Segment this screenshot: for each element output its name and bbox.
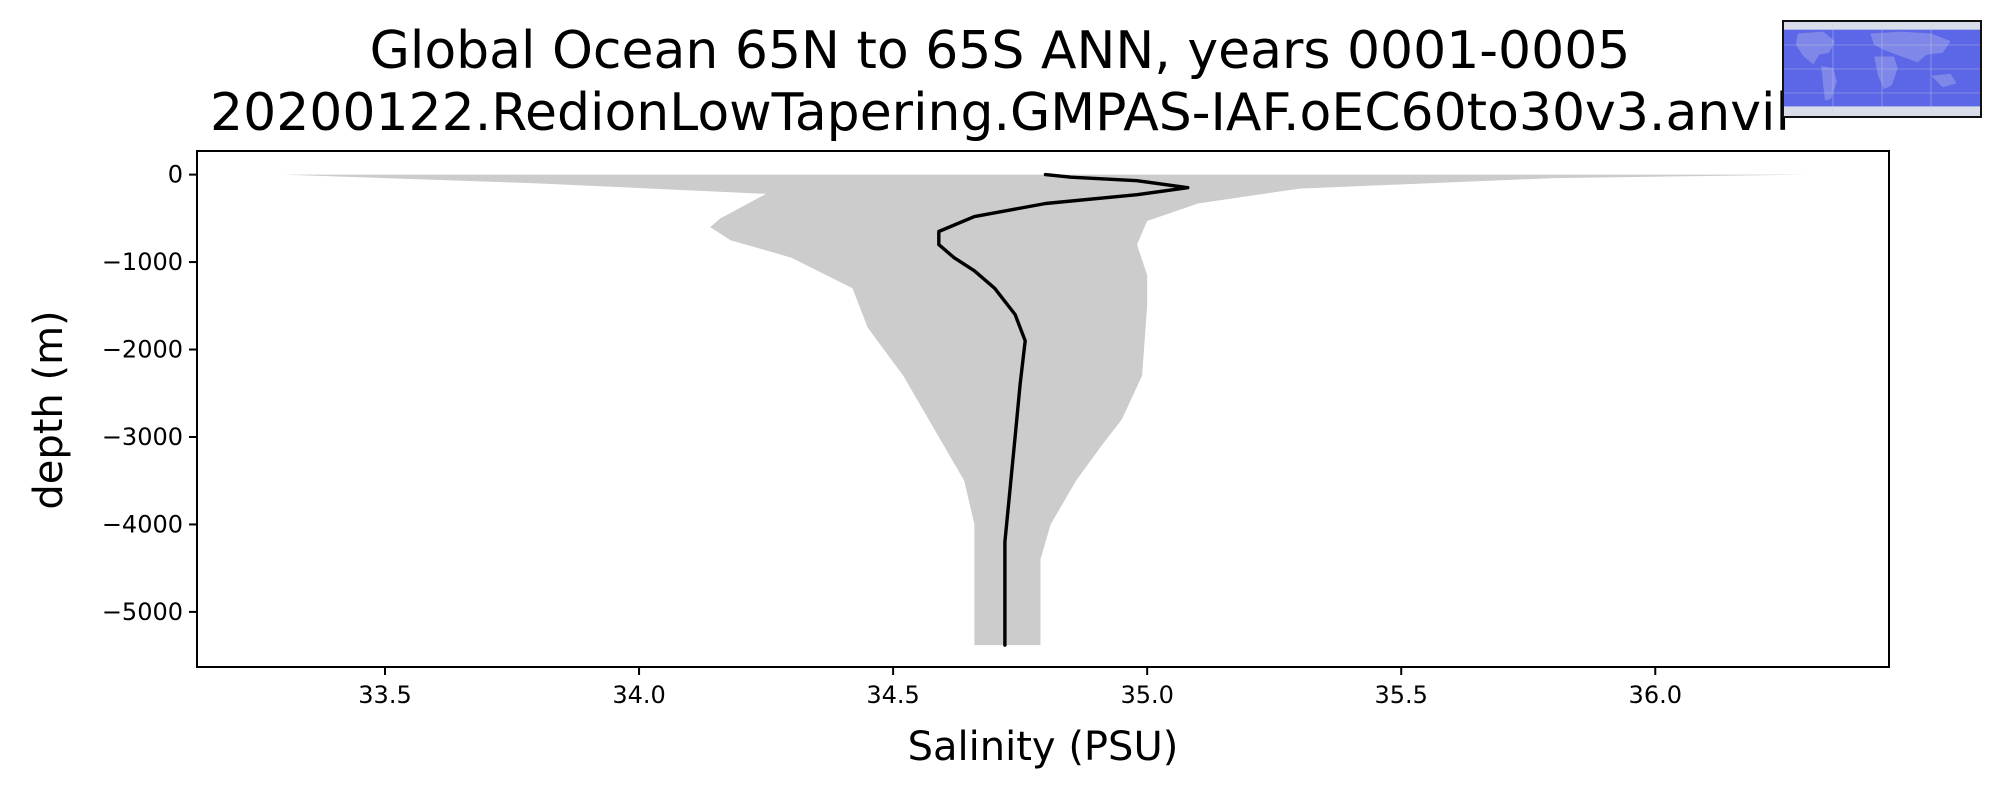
x-tick-label: 33.5: [358, 681, 411, 709]
x-axis-label: Salinity (PSU): [908, 724, 1179, 770]
y-tick-label: −3000: [102, 423, 183, 451]
mean-profile-line: [937, 172, 1190, 647]
plot-area: [283, 172, 1808, 647]
y-tick-label: 0: [168, 161, 183, 189]
spread-band: [283, 174, 1808, 646]
y-axis-label: depth (m): [26, 310, 72, 509]
y-tick-label: −4000: [102, 510, 183, 538]
x-tick-label: 34.5: [866, 681, 919, 709]
y-axis: 0 −1000 −2000 −3000 −4000 −5000: [102, 161, 197, 626]
chart-subtitle: 20200122.RedionLowTapering.GMPAS-IAF.oEC…: [210, 83, 1790, 143]
x-axis: 33.5 34.0 34.5 35.0 35.5 36.0: [358, 667, 1682, 709]
y-tick-label: −2000: [102, 336, 183, 364]
plot-frame: [196, 150, 1890, 668]
region-inset-map: [1782, 20, 1982, 118]
x-tick-label: 35.0: [1120, 681, 1173, 709]
x-tick-label: 34.0: [612, 681, 665, 709]
y-tick-label: −1000: [102, 248, 183, 276]
x-tick-label: 36.0: [1629, 681, 1682, 709]
x-tick-label: 35.5: [1374, 681, 1427, 709]
y-tick-label: −5000: [102, 598, 183, 626]
chart-title: Global Ocean 65N to 65S ANN, years 0001-…: [370, 21, 1631, 81]
